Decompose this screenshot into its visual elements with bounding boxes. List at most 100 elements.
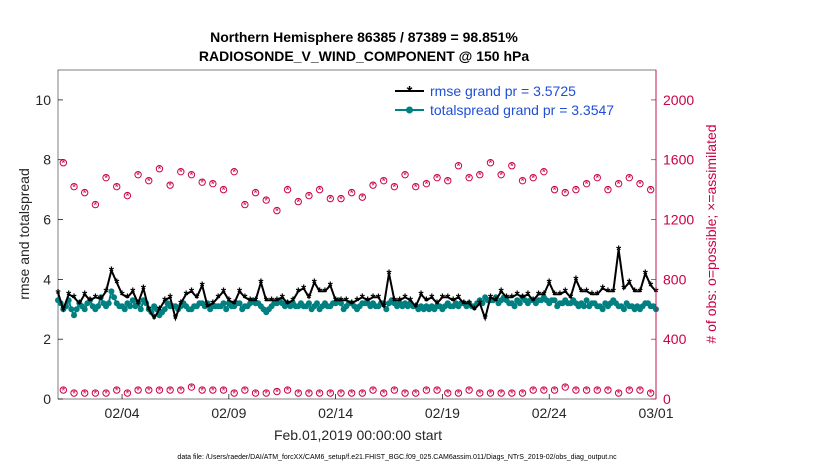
totalspread-point xyxy=(337,300,344,307)
obs-assimilated-point: * xyxy=(649,389,653,400)
obs-assimilated-point: * xyxy=(72,389,76,400)
rmse-point: * xyxy=(568,290,574,305)
obs-possible-point xyxy=(401,389,409,397)
rmse-point: * xyxy=(157,302,163,317)
obs-possible-point xyxy=(561,188,569,197)
rmse-point: * xyxy=(413,299,419,314)
obs-possible-point xyxy=(444,389,452,397)
totalspread-point xyxy=(111,294,118,301)
obs-assimilated-point: * xyxy=(521,389,525,400)
totalspread-point xyxy=(516,300,523,307)
obs-assimilated-point: * xyxy=(435,386,439,397)
rmse-point: * xyxy=(77,296,83,311)
obs-assimilated-point: * xyxy=(606,186,610,197)
rmse-point: * xyxy=(178,296,184,311)
totalspread-point xyxy=(511,303,518,310)
rmse-point: * xyxy=(354,293,360,308)
y-right-tick-label: 1600 xyxy=(663,152,694,168)
rmse-point: * xyxy=(349,296,355,311)
obs-possible-point xyxy=(582,179,591,188)
obs-possible-point xyxy=(59,386,68,394)
rmse-point: * xyxy=(301,281,307,296)
totalspread-point xyxy=(383,306,390,313)
obs-assimilated-point: * xyxy=(553,386,557,397)
rmse-point: * xyxy=(376,290,382,305)
rmse-point: * xyxy=(242,290,248,305)
obs-possible-point xyxy=(198,178,206,186)
obs-assimilated-point: * xyxy=(371,386,375,397)
obs-assimilated-point: * xyxy=(456,162,460,173)
obs-possible-point xyxy=(593,386,601,394)
obs-assimilated-point: * xyxy=(638,180,642,191)
rmse-point: * xyxy=(435,296,441,311)
rmse-point: * xyxy=(509,290,515,305)
obs-possible-point xyxy=(412,389,420,397)
obs-assimilated-point: * xyxy=(478,171,482,182)
obs-assimilated-point: * xyxy=(531,386,535,397)
obs-possible-point xyxy=(177,167,185,176)
obs-possible-point xyxy=(209,386,217,394)
obs-possible-point xyxy=(219,185,228,194)
obs-possible-point xyxy=(550,185,559,194)
rmse-point: * xyxy=(456,290,462,305)
obs-assimilated-point: * xyxy=(606,386,610,397)
obs-possible-point xyxy=(70,389,78,397)
obs-possible-point xyxy=(294,389,302,397)
legend-box xyxy=(389,78,651,120)
obs-possible-point xyxy=(209,179,217,188)
obs-possible-point xyxy=(593,173,601,182)
obs-possible-point xyxy=(518,176,527,185)
rmse-point: * xyxy=(333,293,339,308)
rmse-point: * xyxy=(152,311,158,326)
rmse-point: * xyxy=(109,263,115,278)
totalspread-point xyxy=(236,300,243,307)
obs-possible-point xyxy=(273,206,281,215)
obs-assimilated-point: * xyxy=(499,171,503,182)
rmse-point: * xyxy=(584,284,590,299)
y-right-tick-label: 400 xyxy=(663,331,687,347)
obs-assimilated-point: * xyxy=(328,195,332,206)
rmse-point: * xyxy=(381,299,387,314)
rmse-point: * xyxy=(168,290,174,305)
obs-possible-point xyxy=(636,386,644,394)
obs-possible-point xyxy=(614,389,623,397)
rmse-point: * xyxy=(93,290,99,305)
obs-possible-point xyxy=(358,193,367,201)
rmse-point: * xyxy=(104,284,110,299)
obs-possible-point xyxy=(369,181,377,189)
rmse-point: * xyxy=(370,290,376,305)
rmse-point: * xyxy=(226,293,232,308)
y-left-tick-label: 6 xyxy=(43,212,51,228)
obs-possible-point xyxy=(251,188,260,197)
obs-assimilated-point: * xyxy=(168,386,172,397)
obs-assimilated-point: * xyxy=(264,389,268,400)
obs-possible-point xyxy=(273,387,281,396)
rmse-point: * xyxy=(515,287,521,302)
rmse-point: * xyxy=(280,290,286,305)
obs-possible-point xyxy=(476,170,484,179)
obs-possible-point xyxy=(166,181,174,189)
obs-possible-point xyxy=(187,170,196,179)
obs-assimilated-point: * xyxy=(350,389,354,400)
rmse-point: * xyxy=(547,275,553,290)
obs-assimilated-point: * xyxy=(446,177,450,188)
legend-rmse-marker: * xyxy=(407,83,413,100)
obs-possible-point xyxy=(465,386,473,394)
rmse-point: * xyxy=(130,284,136,299)
rmse-point: * xyxy=(162,293,168,308)
obs-possible-point xyxy=(508,389,516,397)
rmse-point: * xyxy=(253,293,259,308)
obs-assimilated-point: * xyxy=(489,389,493,400)
obs-assimilated-point: * xyxy=(638,386,642,397)
obs-possible-point xyxy=(604,386,612,394)
obs-possible-point xyxy=(155,165,164,173)
obs-assimilated-point: * xyxy=(339,389,343,400)
obs-possible-point xyxy=(155,386,164,394)
rmse-point: * xyxy=(360,290,366,305)
rmse-point: * xyxy=(344,293,350,308)
rmse-point: * xyxy=(520,290,526,305)
rmse-point: * xyxy=(616,242,622,257)
obs-assimilated-point: * xyxy=(211,180,215,191)
obs-possible-point xyxy=(486,389,495,397)
